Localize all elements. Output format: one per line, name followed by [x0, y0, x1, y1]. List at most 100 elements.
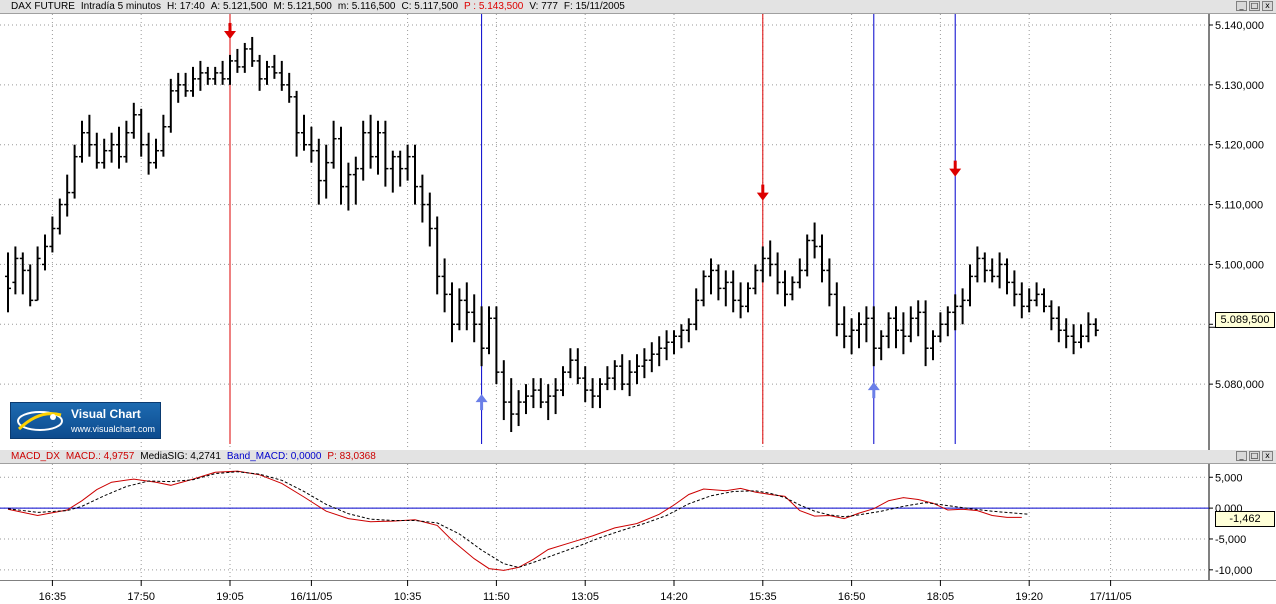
ohlc-bar: [907, 306, 914, 343]
ohlc-bar: [1004, 258, 1010, 295]
ohlc-bar: [101, 138, 108, 169]
ohlc-bar: [989, 258, 996, 283]
ohlc-bar: [826, 258, 833, 307]
ohlc-bar: [241, 42, 248, 73]
ohlc-bar: [885, 312, 892, 349]
ohlc-bar: [589, 378, 596, 409]
ohlc-bar: [893, 306, 899, 349]
price-tick-label: 5.100,000: [1215, 259, 1264, 271]
ohlc-bar: [981, 252, 988, 283]
ohlc-bar: [819, 234, 825, 283]
macd-maximize-button[interactable]: □: [1249, 451, 1260, 461]
ohlc-bar: [86, 114, 93, 157]
price-tick-label: 5.130,000: [1215, 80, 1264, 92]
ohlc-bar: [848, 318, 855, 355]
minimize-button[interactable]: _: [1236, 1, 1247, 11]
ohlc-bar: [338, 126, 344, 205]
sell-arrow-icon: [224, 30, 236, 39]
ohlc-bar: [456, 288, 463, 331]
high-label: M: 5.121,500: [273, 1, 332, 12]
time-tick-label: 14:20: [660, 591, 688, 603]
ohlc-bar: [278, 60, 285, 91]
ohlc-bar: [537, 378, 544, 409]
ohlc-bar: [922, 300, 929, 367]
ohlc-bar: [493, 306, 500, 385]
price-chart[interactable]: 5.140,000 5.130,000 5.120,000 5.110,000 5.10…: [0, 14, 1276, 450]
ohlc-bar: [27, 264, 34, 307]
ohlc-bar: [656, 336, 663, 367]
ohlc-bar: [486, 306, 492, 355]
ohlc-bar: [360, 120, 367, 181]
p-value-label: P: 83,0368: [327, 451, 376, 462]
ohlc-bar: [79, 120, 85, 163]
maximize-button[interactable]: □: [1249, 1, 1260, 11]
macd-chart[interactable]: 5,000 0,000 -5,000 -10,000: [0, 464, 1276, 580]
ohlc-bar: [197, 60, 204, 91]
ohlc-bar: [204, 66, 211, 85]
close-button[interactable]: x: [1262, 1, 1273, 11]
ohlc-bar: [574, 348, 581, 385]
ohlc-bar: [367, 114, 374, 169]
ohlc-bar: [153, 138, 159, 169]
ohlc-bar: [264, 60, 270, 85]
ohlc-bar: [796, 258, 803, 289]
ohlc-bar: [959, 288, 966, 325]
ohlc-bar: [915, 300, 922, 337]
ohlc-bar: [315, 138, 322, 205]
ohlc-bar: [1041, 288, 1047, 313]
sell-arrow-icon: [756, 192, 769, 201]
ohlc-bar: [397, 150, 404, 187]
ohlc-bar: [93, 132, 100, 169]
ohlc-bar: [671, 330, 677, 355]
ohlc-bar: [582, 366, 589, 403]
ohlc-bar: [426, 192, 433, 247]
macd-close-button[interactable]: x: [1262, 451, 1273, 461]
sell-arrow-icon: [949, 168, 962, 177]
ohlc-bar: [345, 162, 352, 211]
signal-value-label: MediaSIG: 4,2741: [140, 451, 221, 462]
ohlc-bar: [1048, 300, 1055, 331]
ohlc-bar: [560, 366, 566, 397]
ohlc-bar: [722, 270, 729, 307]
ohlc-bar: [5, 252, 11, 313]
ohlc-bar: [641, 348, 648, 379]
macd-info: MACD_DX MACD.: 4,9757 MediaSIG: 4,2741 Band…: [11, 451, 382, 462]
main-chart-info: DAX FUTURE Intradía 5 minutos H: 17:40 A: 5…: [11, 1, 631, 12]
ohlc-bar: [419, 174, 426, 223]
logo-swoosh-icon: [17, 411, 63, 431]
macd-name-label: MACD_DX: [11, 451, 60, 462]
ohlc-bar: [182, 72, 189, 97]
ohlc-bar: [508, 378, 515, 433]
ohlc-bar: [856, 312, 862, 349]
ohlc-bar: [700, 270, 707, 307]
ohlc-bar: [552, 378, 559, 415]
ohlc-bar: [811, 222, 818, 259]
ohlc-bar: [301, 114, 307, 151]
main-window-buttons: _ □ x: [1236, 1, 1273, 11]
price-label: P : 5.143,500: [464, 1, 524, 12]
ohlc-bar: [930, 330, 936, 361]
time-axis: 16:35 17:50 19:05 16/11/05 10:35 11:50 13:05 14…: [0, 580, 1276, 603]
ohlc-bar: [841, 306, 848, 349]
ohlc-bar: [12, 246, 19, 295]
ohlc-bar: [900, 312, 907, 355]
ohlc-bar: [693, 288, 700, 331]
ohlc-bar: [19, 252, 26, 295]
ohlc-bar: [967, 264, 973, 307]
macd-minimize-button[interactable]: _: [1236, 451, 1247, 461]
ohlc-bar: [441, 258, 448, 313]
time-tick-label: 18:05: [927, 591, 955, 603]
hour-label: H: 17:40: [166, 1, 205, 12]
band-value-label: Band_MACD: 0,0000: [226, 451, 322, 462]
symbol-label: DAX FUTURE: [11, 1, 75, 12]
last-price-tag: 5.089,500: [1215, 312, 1275, 328]
ohlc-bar: [937, 312, 944, 343]
ohlc-bar: [190, 66, 196, 97]
ohlc-bar: [1011, 270, 1018, 307]
ohlc-bar: [116, 126, 122, 169]
ohlc-bar: [634, 354, 640, 385]
ohlc-bar: [404, 144, 411, 181]
ohlc-bar: [804, 234, 811, 277]
macd-tick-label: 0,000: [1215, 503, 1243, 515]
ohlc-bar: [286, 72, 293, 103]
